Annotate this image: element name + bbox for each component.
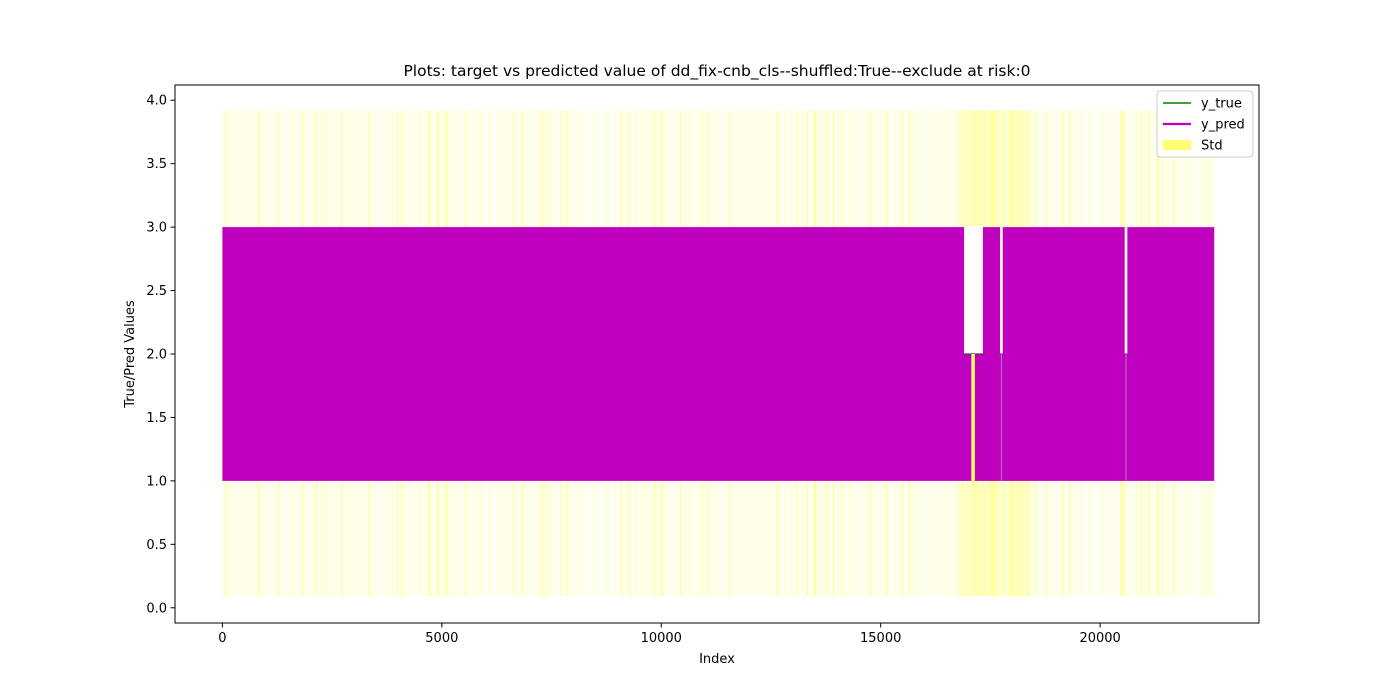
y-pred-gap (964, 226, 983, 354)
plot-area (222, 110, 1216, 597)
x-tick-label: 10000 (641, 631, 682, 646)
y-tick-label: 0.5 (146, 538, 167, 553)
y-tick-label: 0.0 (146, 601, 167, 616)
y-pred-band (222, 227, 1215, 481)
legend-label: y_true (1201, 97, 1242, 112)
y-pred-gap (1124, 226, 1128, 354)
x-tick-label: 20000 (1079, 631, 1120, 646)
x-axis-label: Index (699, 652, 735, 667)
x-axis-ticks: 0 5000 10000 15000 20000 (218, 623, 1121, 646)
y-pred-series (222, 226, 1215, 481)
x-tick-label: 0 (218, 631, 226, 646)
std-highlight-bar (971, 354, 975, 481)
y-tick-label: 1.0 (146, 474, 167, 489)
y-tick-label: 2.5 (146, 284, 167, 299)
y-tick-label: 1.5 (146, 411, 167, 426)
y-pred-gap (1000, 226, 1003, 354)
legend: y_true y_pred Std (1156, 90, 1254, 158)
y-tick-label: 4.0 (146, 94, 167, 109)
y-tick-label: 3.0 (146, 221, 167, 236)
legend-swatch (1163, 140, 1191, 150)
std-band-strip (1214, 110, 1216, 597)
y-tick-label: 2.0 (146, 348, 167, 363)
y-tick-label: 3.5 (146, 157, 167, 172)
chart-title: Plots: target vs predicted value of dd_f… (403, 62, 1030, 81)
y-axis-ticks: 0.0 0.5 1.0 1.5 2.0 2.5 3.0 3.5 4.0 (146, 94, 175, 616)
x-tick-label: 5000 (425, 631, 458, 646)
legend-label: y_pred (1201, 118, 1245, 133)
x-tick-label: 15000 (860, 631, 901, 646)
y-axis-label: True/Pred Values (123, 300, 138, 409)
legend-label: Std (1201, 139, 1223, 154)
